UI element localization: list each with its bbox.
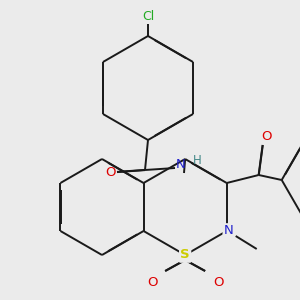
Text: N: N — [224, 224, 234, 238]
Text: H: H — [193, 154, 201, 166]
Text: Cl: Cl — [142, 10, 154, 22]
Text: O: O — [105, 166, 115, 178]
Text: S: S — [180, 248, 190, 262]
Text: O: O — [147, 277, 158, 290]
Text: O: O — [213, 277, 224, 290]
Text: N: N — [176, 158, 186, 170]
Text: O: O — [262, 130, 272, 143]
